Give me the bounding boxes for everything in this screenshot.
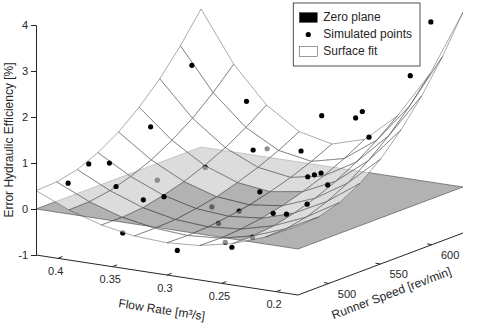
data-point (305, 202, 310, 207)
data-point (86, 161, 91, 166)
x-tick (276, 290, 281, 292)
y-tick (376, 263, 381, 265)
surface-cell (253, 217, 306, 236)
data-point (257, 189, 262, 194)
chart-container: 0.2 0.25 0.3 0.35 0.4 Flow Rate [m³/s] 500 550 6… (0, 0, 500, 329)
legend-item: Zero plane (299, 10, 381, 24)
z-tick: 0 (22, 203, 36, 215)
data-point (325, 182, 330, 187)
z-tick: 3 (22, 65, 36, 77)
z-tick-label: 3 (22, 65, 28, 77)
y-tick-label: 500 (338, 288, 356, 300)
z-tick-label: 1 (22, 157, 28, 169)
x-axis-title: Flow Rate [m³/s] (117, 296, 205, 323)
z-tick-mark (31, 255, 36, 256)
data-point (161, 194, 166, 199)
y-axis-line (298, 233, 463, 295)
legend-label: Surface fit (323, 44, 378, 58)
legend: Zero plane Simulated points Surface fit (293, 3, 420, 66)
x-tick (167, 273, 172, 275)
data-point (428, 19, 433, 24)
z-tick: -1 (18, 249, 36, 261)
y-tick-label: 550 (389, 268, 407, 280)
y-tick (324, 282, 329, 284)
data-point (148, 124, 153, 129)
data-point (229, 245, 234, 250)
y-tick-label: 600 (441, 249, 459, 261)
legend-symbol (299, 47, 317, 57)
z-tick: 4 (22, 19, 36, 31)
z-axis-line (31, 26, 37, 256)
surface-cell (233, 229, 286, 244)
y-axis-title: Runner Speed [rev/min] (330, 264, 454, 322)
data-point (113, 184, 118, 189)
z-tick-mark (31, 71, 36, 72)
z-axis-title: Error Hydraulic Efficiency [%] (2, 62, 16, 217)
data-point (175, 248, 180, 253)
surface-cell (89, 191, 142, 218)
zero-plane (36, 147, 463, 249)
x-tick (112, 265, 117, 267)
data-point (189, 63, 194, 68)
data-point (66, 181, 71, 186)
legend-box (293, 3, 420, 66)
surface-cell (327, 159, 380, 201)
z-tick-mark (31, 25, 36, 26)
data-point (408, 73, 413, 78)
data-point (251, 147, 256, 152)
x-tick (58, 257, 63, 259)
data-point (141, 197, 146, 202)
legend-symbol (299, 13, 317, 23)
data-point (107, 160, 112, 165)
surface-cell (184, 166, 237, 197)
x-tick-label: 0.35 (100, 273, 121, 285)
legend-symbol (306, 32, 311, 37)
z-tick: 1 (22, 157, 36, 169)
legend-label: Simulated points (323, 27, 412, 41)
surface-cell (377, 73, 430, 140)
z-tick-label: 2 (22, 111, 28, 123)
z-tick: 2 (22, 111, 36, 123)
y-tick (427, 243, 432, 245)
x-axis-line (36, 255, 298, 295)
z-axis: -1 0 1 2 3 4 (18, 19, 36, 261)
legend-item: Simulated points (306, 27, 412, 41)
x-tick (222, 282, 227, 284)
surface-cell (286, 203, 339, 229)
legend-item: Surface fit (299, 44, 378, 58)
z-tick-label: -1 (18, 249, 28, 261)
x-tick-label: 0.4 (48, 265, 63, 277)
data-point (271, 211, 276, 216)
z-tick-label: 0 (22, 203, 28, 215)
z-tick-mark (31, 163, 36, 164)
surface-cell (368, 96, 421, 161)
x-tick-label: 0.2 (266, 298, 281, 310)
surface-cell (348, 130, 401, 183)
data-point (318, 170, 323, 175)
data-point (244, 99, 249, 104)
surface-cell (389, 57, 442, 136)
z-tick-mark (31, 209, 36, 210)
data-point (360, 109, 365, 114)
data-point (284, 212, 289, 217)
z-tick-mark (31, 117, 36, 118)
surface-cell (265, 217, 318, 237)
data-point (298, 148, 303, 153)
z-tick-label: 4 (22, 19, 28, 31)
data-point (319, 113, 324, 118)
data-point (366, 135, 371, 140)
legend-label: Zero plane (323, 10, 381, 24)
surface-cell (307, 183, 360, 217)
x-tick-label: 0.25 (209, 290, 230, 302)
chart-svg: 0.2 0.25 0.3 0.35 0.4 Flow Rate [m³/s] 500 550 6… (0, 0, 500, 329)
x-tick-label: 0.3 (157, 282, 172, 294)
data-point (305, 174, 310, 179)
data-point (312, 172, 317, 177)
data-point (353, 115, 358, 120)
surface-cell (36, 182, 89, 210)
